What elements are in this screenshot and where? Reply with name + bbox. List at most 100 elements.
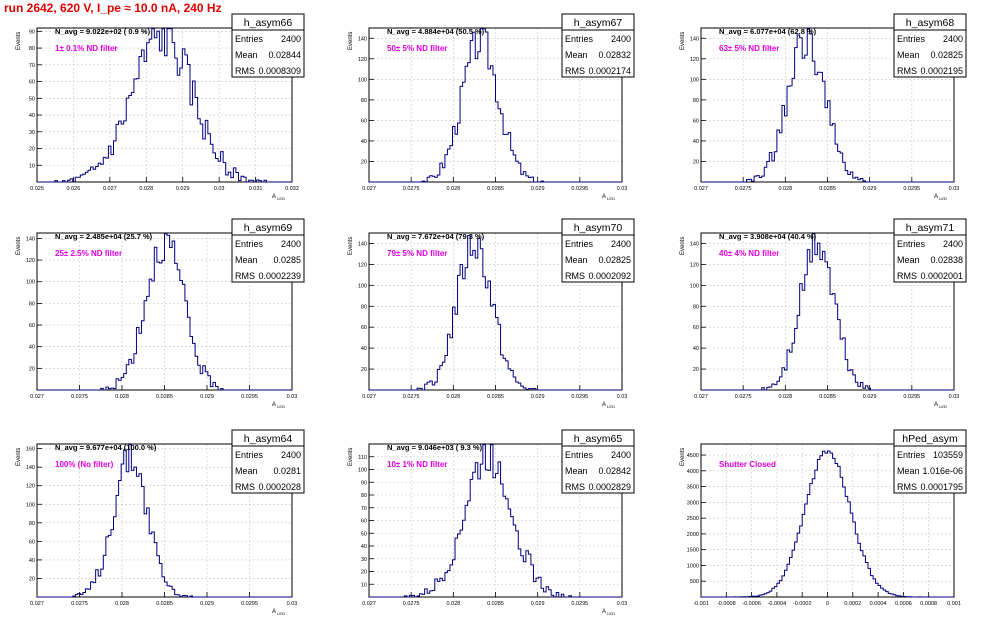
y-tick-label: 120 [26, 484, 35, 490]
x-tick-label: 0.028 [115, 601, 129, 607]
x-tick-label: 0.0285 [156, 394, 173, 400]
stats-key: Entries [897, 34, 926, 44]
x-tick-label: 0.029 [531, 394, 545, 400]
filter-annotation: 25± 2.5% ND filter [55, 249, 122, 258]
stats-title: h_asym68 [906, 17, 955, 29]
y-tick-label: 2500 [687, 516, 699, 522]
y-tick-label: 20 [29, 576, 35, 582]
y-tick-label: 100 [690, 77, 699, 83]
y-tick-label: 120 [358, 262, 367, 268]
histogram-pad-h_asym67: 0.027 0.0275 0.028 0.0285 0.029 0.0295 0.03 20 4… [348, 13, 635, 201]
x-tick-label: 0.03 [287, 394, 298, 400]
x-tick-label: 0.028 [446, 601, 460, 607]
stats-value: 2400 [281, 34, 301, 44]
x-tick-label: -0.0004 [768, 601, 787, 607]
y-tick-label: 3500 [687, 485, 699, 491]
x-tick-label: 0.027 [694, 186, 708, 192]
x-tick-label: 0.028 [446, 394, 460, 400]
x-tick-label: 0.028 [139, 186, 153, 192]
x-tick-label: 0.0002 [844, 601, 861, 607]
stats-title: hPed_asym [902, 433, 958, 445]
stats-value: 0.0281 [273, 466, 301, 476]
x-axis-title: A LED [934, 194, 947, 201]
y-tick-label: 60 [29, 323, 35, 329]
x-tick-label: -0.0002 [793, 601, 812, 607]
stats-key: Mean [565, 255, 588, 265]
y-axis-title: Events [16, 32, 22, 50]
y-tick-label: 140 [26, 236, 35, 242]
x-tick-label: 0.029 [200, 394, 214, 400]
y-tick-label: 4500 [687, 453, 699, 459]
x-tick-label: 0.027 [694, 394, 708, 400]
y-tick-label: 70 [361, 506, 367, 512]
stats-key: Entries [565, 34, 594, 44]
stats-key: RMS [565, 271, 585, 281]
y-tick-label: 90 [361, 480, 367, 486]
stats-value: 0.0285 [273, 255, 301, 265]
x-tick-label: 0.0295 [241, 394, 258, 400]
stats-title: h_asym71 [906, 222, 955, 234]
stats-key: Mean [235, 50, 258, 60]
y-tick-label: 20 [361, 159, 367, 165]
y-tick-label: 60 [361, 325, 367, 331]
stats-key: RMS [897, 482, 917, 492]
histogram-line [369, 444, 622, 598]
x-tick-label: 0.026 [67, 186, 81, 192]
stats-value: 2400 [281, 450, 301, 460]
histogram-pad-h_asym69: 0.027 0.0275 0.028 0.0285 0.029 0.0295 0.03 20 4… [16, 218, 305, 409]
stats-key: Entries [897, 450, 926, 460]
y-tick-label: 80 [29, 521, 35, 527]
filter-annotation: 79± 5% ND filter [387, 249, 447, 258]
x-tick-label: 0.0295 [571, 601, 588, 607]
y-tick-label: 140 [690, 36, 699, 42]
y-tick-label: 40 [29, 345, 35, 351]
histogram-pad-h_asym71: 0.027 0.0275 0.028 0.0285 0.029 0.0295 0.03 20 4… [680, 218, 967, 409]
stats-key: Mean [235, 466, 258, 476]
stats-key: RMS [235, 271, 255, 281]
x-tick-label: 0.025 [30, 186, 44, 192]
y-tick-label: 4000 [687, 469, 699, 475]
histogram-line [37, 444, 292, 598]
y-tick-label: 100 [26, 280, 35, 286]
stats-value: 0.0002001 [920, 271, 963, 281]
y-tick-label: 100 [358, 468, 367, 474]
x-tick-label: 0.028 [446, 186, 460, 192]
y-tick-label: 100 [358, 283, 367, 289]
x-tick-label: 0.0285 [487, 186, 504, 192]
stats-value: 103559 [933, 450, 963, 460]
y-tick-label: 90 [29, 29, 35, 35]
histogram-pad-h_asym65: 0.027 0.0275 0.028 0.0285 0.029 0.0295 0.03 10 2… [348, 429, 635, 616]
y-tick-label: 1000 [687, 563, 699, 569]
stats-value: 0.0002239 [258, 271, 301, 281]
y-tick-label: 60 [29, 539, 35, 545]
stats-key: Mean [565, 50, 588, 60]
histogram-line [701, 28, 954, 183]
x-tick-label: 0.028 [778, 394, 792, 400]
y-tick-label: 2000 [687, 532, 699, 538]
y-tick-label: 120 [690, 57, 699, 63]
y-axis-title: Events [348, 448, 354, 466]
y-tick-label: 100 [26, 502, 35, 508]
y-axis-title: Events [16, 237, 22, 255]
navg-label: N_avg = 3.908e+04 (40.4 %) [719, 232, 817, 241]
x-tick-label: 0.027 [362, 186, 376, 192]
y-tick-label: 100 [358, 77, 367, 83]
stats-value: 0.02832 [598, 50, 631, 60]
y-tick-label: 60 [693, 118, 699, 124]
stats-box [893, 13, 967, 78]
x-tick-label: 0.0275 [403, 186, 420, 192]
stats-title: h_asym66 [244, 17, 293, 29]
y-tick-label: 120 [358, 57, 367, 63]
y-axis-title: Events [680, 32, 686, 50]
filter-annotation: 63± 5% ND filter [719, 44, 779, 53]
y-tick-label: 80 [693, 98, 699, 104]
y-tick-label: 140 [26, 465, 35, 471]
x-tick-label: 0.0006 [895, 601, 912, 607]
x-tick-label: 0.027 [30, 394, 44, 400]
stats-value: 2400 [281, 239, 301, 249]
stats-value: 0.02838 [930, 255, 963, 265]
y-tick-label: 80 [361, 304, 367, 310]
y-tick-label: 50 [361, 531, 367, 537]
x-tick-label: 0.029 [863, 186, 877, 192]
x-tick-label: 0.0285 [819, 394, 836, 400]
